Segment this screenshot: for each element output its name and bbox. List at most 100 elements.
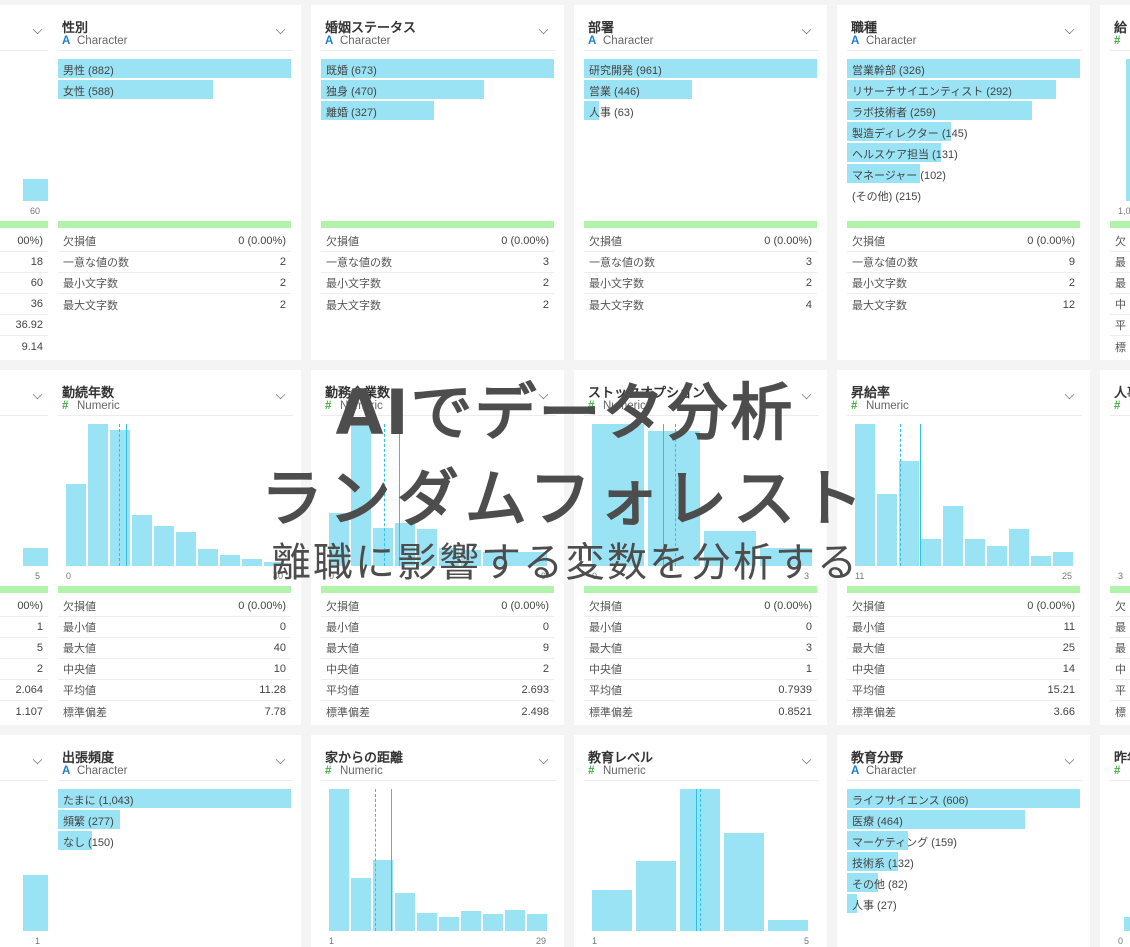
- histogram-bar[interactable]: [505, 909, 525, 931]
- column-card-distance-from-home[interactable]: 家からの距離 # Numeric 1 29: [311, 735, 564, 947]
- column-card-business-travel[interactable]: 出張頻度 A Character たまに (1,043) 頻繁 (277) なし …: [48, 735, 301, 947]
- column-card-job-role[interactable]: 職種 A Character 営業幹部 (326) リサーチサイエンティスト (2…: [837, 5, 1090, 360]
- column-card-gender[interactable]: 性別 A Character 男性 (882) 女性 (588) 欠損値 0 (0.…: [48, 5, 301, 360]
- chevron-down-icon[interactable]: [275, 754, 286, 765]
- histogram-bar[interactable]: [439, 547, 459, 566]
- histogram-bar[interactable]: [198, 548, 218, 566]
- chevron-down-icon[interactable]: [275, 24, 286, 35]
- chevron-down-icon[interactable]: [801, 754, 812, 765]
- category-row[interactable]: マーケティング (159): [847, 831, 1080, 850]
- histogram-bar[interactable]: [1053, 551, 1073, 566]
- histogram-bar[interactable]: [88, 424, 108, 566]
- histogram-bar[interactable]: [110, 429, 130, 566]
- column-card-stock-option-level[interactable]: ストックオプション # Numeric 0 3 欠損値 0 (0.00%) 最小値 0…: [574, 370, 827, 725]
- histogram-bar[interactable]: [373, 860, 393, 931]
- category-row[interactable]: なし (150): [58, 831, 291, 850]
- histogram-bar[interactable]: [373, 527, 393, 566]
- chevron-down-icon[interactable]: [538, 754, 549, 765]
- histogram-bar[interactable]: [768, 919, 808, 931]
- column-card-years-at-company[interactable]: 勤続年数 # Numeric 0 40 欠損値: [48, 370, 301, 725]
- category-row[interactable]: その他 (82): [847, 873, 1080, 892]
- histogram-bar[interactable]: [242, 558, 262, 566]
- histogram-bar[interactable]: [877, 493, 897, 566]
- histogram-bar[interactable]: [921, 539, 941, 566]
- chevron-down-icon[interactable]: [1064, 24, 1075, 35]
- column-card-num-companies-worked[interactable]: 勤務企業数 # Numeric 0 9 欠損値 0 (0.00%): [311, 370, 564, 725]
- histogram-bar[interactable]: [483, 551, 503, 566]
- histogram-bar[interactable]: [987, 546, 1007, 566]
- histogram-bar[interactable]: [483, 913, 503, 931]
- column-card-education-field[interactable]: 教育分野 A Character ライフサイエンス (606) 医療 (464) …: [837, 735, 1090, 947]
- category-row-other[interactable]: (その他) (215): [852, 191, 922, 203]
- histogram-bar[interactable]: [899, 460, 919, 566]
- column-card-percent-salary-hike[interactable]: 昇給率 # Numeric 11 25 欠損値: [837, 370, 1090, 725]
- histogram-bar[interactable]: [461, 550, 481, 566]
- chevron-down-icon[interactable]: [32, 24, 43, 35]
- histogram-bar[interactable]: [417, 529, 437, 566]
- column-card-partial-right[interactable]: 給 # 1,0 欠 最 最 中 平 標: [1100, 5, 1130, 360]
- chevron-down-icon[interactable]: [1064, 754, 1075, 765]
- category-row[interactable]: 男性 (882): [58, 59, 291, 78]
- chevron-down-icon[interactable]: [538, 389, 549, 400]
- histogram-bar[interactable]: [176, 531, 196, 566]
- category-row[interactable]: 女性 (588): [58, 80, 291, 99]
- histogram-bar[interactable]: [855, 424, 875, 566]
- histogram-bar[interactable]: [592, 424, 644, 566]
- column-card-department[interactable]: 部署 A Character 研究開発 (961) 営業 (446) 人事 (63…: [574, 5, 827, 360]
- histogram-bar[interactable]: [351, 878, 371, 931]
- chevron-down-icon[interactable]: [1064, 389, 1075, 400]
- category-row[interactable]: 頻繁 (277): [58, 810, 291, 829]
- category-row[interactable]: ラボ技術者 (259): [847, 101, 1080, 120]
- category-row[interactable]: 離婚 (327): [321, 101, 554, 120]
- category-row[interactable]: 技術系 (132): [847, 852, 1080, 871]
- column-card-education[interactable]: 教育レベル # Numeric 1 5: [574, 735, 827, 947]
- histogram-bar[interactable]: [760, 547, 812, 566]
- histogram-bar[interactable]: [264, 561, 284, 566]
- histogram-bar[interactable]: [943, 506, 963, 566]
- histogram-bar[interactable]: [329, 789, 349, 931]
- column-card-marital-status[interactable]: 婚姻ステータス A Character 既婚 (673) 独身 (470) 離婚 …: [311, 5, 564, 360]
- histogram-bar[interactable]: [527, 913, 547, 931]
- histogram-bar[interactable]: [724, 833, 764, 931]
- histogram-bar[interactable]: [329, 513, 349, 566]
- chevron-down-icon[interactable]: [32, 389, 43, 400]
- category-row[interactable]: 製造ディレクター (145): [847, 122, 1080, 141]
- histogram-bar[interactable]: [395, 523, 415, 566]
- category-row[interactable]: 営業 (446): [584, 80, 817, 99]
- column-card-partial-right[interactable]: 昨年 # 0: [1100, 735, 1130, 947]
- category-row[interactable]: 既婚 (673): [321, 59, 554, 78]
- histogram-bar[interactable]: [132, 514, 152, 566]
- category-row[interactable]: ライフサイエンス (606): [847, 789, 1080, 808]
- chevron-down-icon[interactable]: [801, 24, 812, 35]
- histogram-bar[interactable]: [704, 530, 756, 566]
- histogram-bar[interactable]: [648, 431, 700, 566]
- histogram-bar[interactable]: [461, 911, 481, 931]
- histogram-bar[interactable]: [439, 916, 459, 931]
- histogram-bar[interactable]: [1031, 556, 1051, 566]
- histogram-bar[interactable]: [417, 912, 437, 931]
- histogram-bar[interactable]: [965, 539, 985, 566]
- histogram-bar[interactable]: [154, 526, 174, 566]
- category-row[interactable]: 人事 (63): [584, 101, 817, 120]
- histogram-bar[interactable]: [1009, 529, 1029, 566]
- category-row[interactable]: 医療 (464): [847, 810, 1080, 829]
- histogram-bar[interactable]: [395, 892, 415, 931]
- category-row[interactable]: 人事 (27): [847, 894, 1080, 913]
- category-row[interactable]: 営業幹部 (326): [847, 59, 1080, 78]
- histogram-bar[interactable]: [220, 554, 240, 566]
- chevron-down-icon[interactable]: [32, 754, 43, 765]
- histogram-bar[interactable]: [592, 889, 632, 931]
- category-row[interactable]: ヘルスケア担当 (131): [847, 143, 1080, 162]
- chevron-down-icon[interactable]: [275, 389, 286, 400]
- histogram-bar[interactable]: [66, 483, 86, 566]
- category-row[interactable]: リサーチサイエンティスト (292): [847, 80, 1080, 99]
- category-row[interactable]: たまに (1,043): [58, 789, 291, 808]
- chevron-down-icon[interactable]: [538, 24, 549, 35]
- category-row[interactable]: 独身 (470): [321, 80, 554, 99]
- histogram-bar[interactable]: [351, 424, 371, 566]
- category-row[interactable]: マネージャー (102): [847, 164, 1080, 183]
- category-row[interactable]: 研究開発 (961): [584, 59, 817, 78]
- histogram-bar[interactable]: [505, 551, 547, 566]
- column-card-partial-right[interactable]: 人事 # 3 欠 最 最 中 平 標: [1100, 370, 1130, 725]
- chevron-down-icon[interactable]: [801, 389, 812, 400]
